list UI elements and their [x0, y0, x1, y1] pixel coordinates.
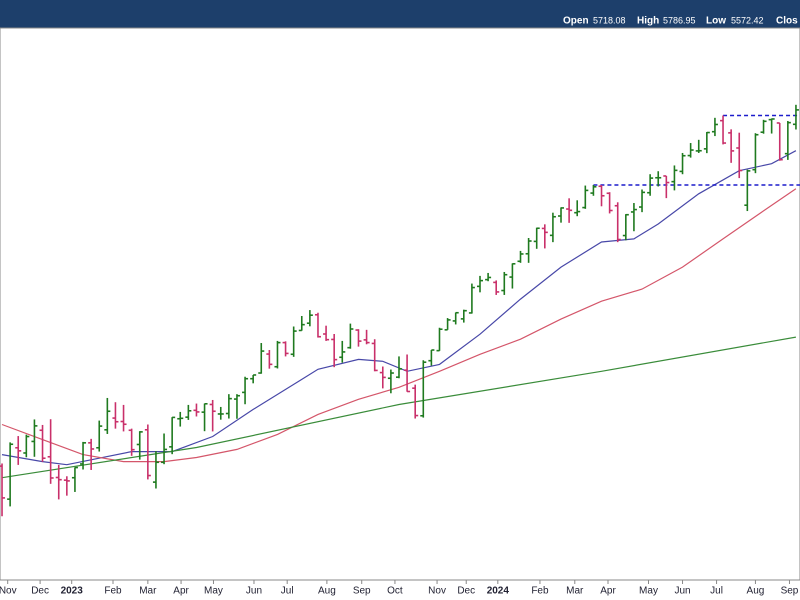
- x-tick-label: Jun: [246, 586, 262, 597]
- x-tick-label: Sep: [353, 586, 371, 597]
- x-tick-label: May: [639, 586, 658, 597]
- header-label: High: [637, 16, 659, 27]
- header-label: Clos: [776, 16, 798, 27]
- x-tick-label: Nov: [0, 586, 17, 597]
- x-tick-label: Apr: [600, 586, 616, 597]
- header-value: 5572.42: [731, 15, 764, 25]
- x-tick-label: Jul: [281, 586, 294, 597]
- moving-average-line: [1, 188, 797, 463]
- x-tick-label: Aug: [318, 586, 336, 597]
- header-value: 5718.08: [593, 15, 626, 25]
- x-tick-label: 2023: [61, 586, 84, 597]
- x-tick-label: Jun: [674, 586, 690, 597]
- x-tick-label: Apr: [173, 586, 189, 597]
- x-tick-label: Feb: [104, 586, 122, 597]
- x-tick-label: Mar: [139, 586, 157, 597]
- x-tick-label: Feb: [531, 586, 549, 597]
- x-tick-label: Nov: [428, 586, 446, 597]
- x-tick-label: Aug: [747, 586, 765, 597]
- x-tick-label: Oct: [387, 586, 403, 597]
- x-tick-label: Dec: [31, 586, 49, 597]
- x-tick-label: 2024: [487, 586, 510, 597]
- header-label: Open: [563, 16, 589, 27]
- header-bar: [0, 0, 800, 28]
- header-value: 5786.95: [663, 15, 696, 25]
- x-tick-label: Sep: [781, 586, 799, 597]
- x-tick-label: May: [204, 586, 223, 597]
- x-tick-label: Mar: [566, 586, 584, 597]
- moving-average-line: [1, 336, 797, 479]
- x-tick-label: Dec: [457, 586, 475, 597]
- x-tick-label: Jul: [710, 586, 723, 597]
- header-label: Low: [706, 16, 726, 27]
